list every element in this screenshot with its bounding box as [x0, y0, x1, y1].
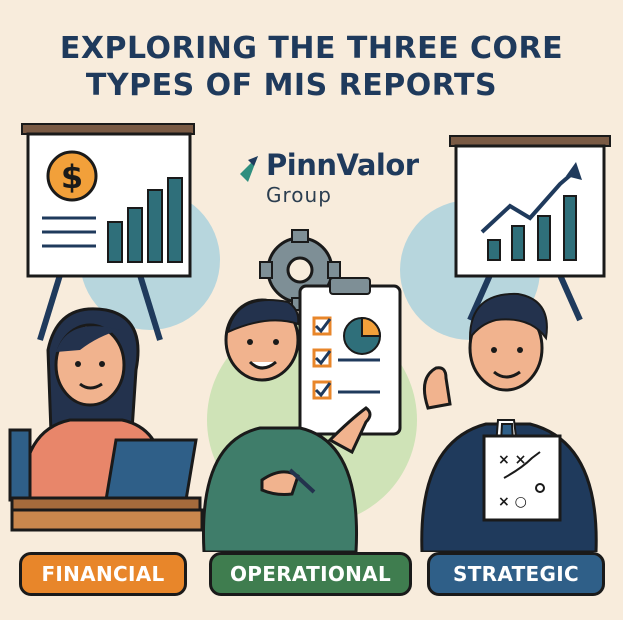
svg-text:× ○: × ○ [498, 494, 527, 510]
laptop-icon [104, 438, 198, 502]
logo-name: PinnValor [266, 148, 419, 182]
company-logo: PinnValor Group [218, 148, 428, 218]
category-financial: FINANCIAL [19, 552, 187, 596]
title-line-2: TYPES OF MIS REPORTS [85, 68, 498, 103]
strategic-board [449, 135, 611, 322]
trend-up-icon [480, 162, 582, 261]
person-strategic: × × × ○ [420, 292, 598, 552]
category-operational: OPERATIONAL [209, 552, 412, 596]
bar-chart-icon [107, 177, 183, 263]
page-title: EXPLORING THE THREE CORE TYPES OF MIS RE… [0, 30, 623, 104]
title-line-1: EXPLORING THE THREE CORE [59, 31, 564, 66]
illustration-scene: $ [8, 123, 611, 552]
person-operational [201, 298, 372, 552]
strategy-board-icon: × × × ○ [482, 434, 562, 522]
svg-text:× ×: × × [498, 452, 526, 468]
gear-icon [259, 229, 341, 311]
person-financial [8, 307, 204, 532]
svg-text:$: $ [61, 158, 83, 196]
clipboard [298, 277, 402, 436]
logo-arrow-icon [220, 156, 258, 194]
financial-board: $ [21, 123, 195, 341]
category-strategic: STRATEGIC [427, 552, 605, 596]
checklist-icon [312, 316, 380, 400]
logo-subtitle: Group [266, 183, 332, 207]
dollar-icon: $ [46, 150, 98, 202]
pie-chart-icon [343, 316, 382, 355]
